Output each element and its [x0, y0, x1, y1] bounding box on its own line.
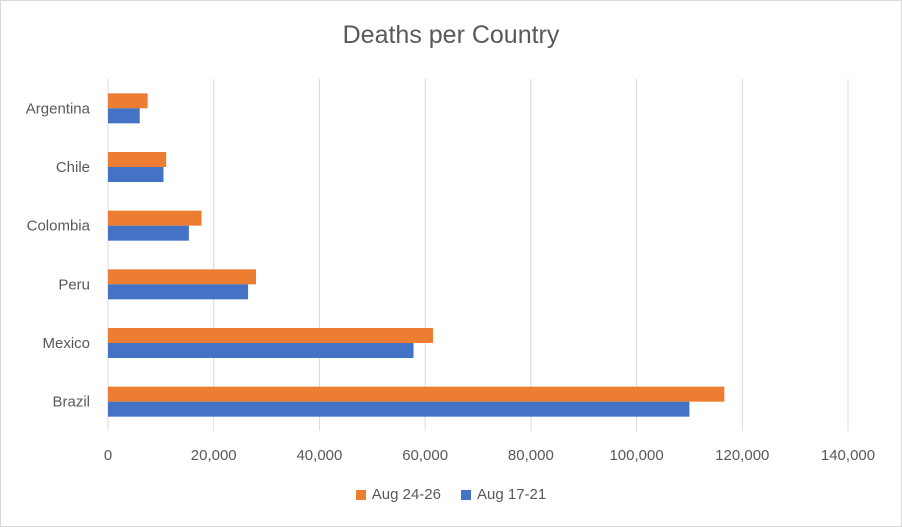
- bar: [108, 269, 256, 285]
- legend-item-aug-17-21: Aug 17-21: [461, 486, 546, 503]
- legend-label-aug-17-21: Aug 17-21: [477, 486, 547, 503]
- y-tick-label: Chile: [56, 159, 90, 176]
- x-tick-label: 60,000: [402, 447, 448, 464]
- bar: [108, 225, 189, 241]
- bar: [108, 284, 249, 300]
- x-tick-label: 40,000: [296, 447, 342, 464]
- y-tick-label: Mexico: [42, 335, 90, 352]
- chart-title: Deaths per Country: [342, 21, 560, 49]
- y-tick-label: Colombia: [27, 218, 91, 235]
- x-tick-label: 100,000: [609, 447, 663, 464]
- x-tick-label: 140,000: [821, 447, 875, 464]
- x-tick-label: 80,000: [508, 447, 554, 464]
- bar: [108, 328, 434, 343]
- x-tick-label: 20,000: [191, 447, 237, 464]
- legend-item-aug-24-26: Aug 24-26: [355, 486, 441, 503]
- bar: [108, 386, 725, 402]
- legend-swatch-aug-24-26: [355, 489, 366, 500]
- bar: [108, 108, 140, 124]
- bar: [108, 210, 202, 226]
- legend: Aug 24-26 Aug 17-21: [1, 486, 901, 503]
- legend-label-aug-24-26: Aug 24-26: [371, 486, 441, 503]
- bar: [108, 93, 148, 109]
- bar: [108, 343, 414, 358]
- legend-swatch-aug-17-21: [461, 489, 471, 500]
- y-tick-label: Argentina: [26, 100, 91, 117]
- x-tick-label: 0: [104, 447, 112, 464]
- x-tick-label: 120,000: [715, 447, 769, 464]
- y-tick-label: Peru: [58, 276, 90, 293]
- bar: [108, 401, 690, 417]
- bar: [108, 167, 164, 182]
- y-tick-label: Brazil: [52, 394, 90, 411]
- bar: [108, 152, 167, 167]
